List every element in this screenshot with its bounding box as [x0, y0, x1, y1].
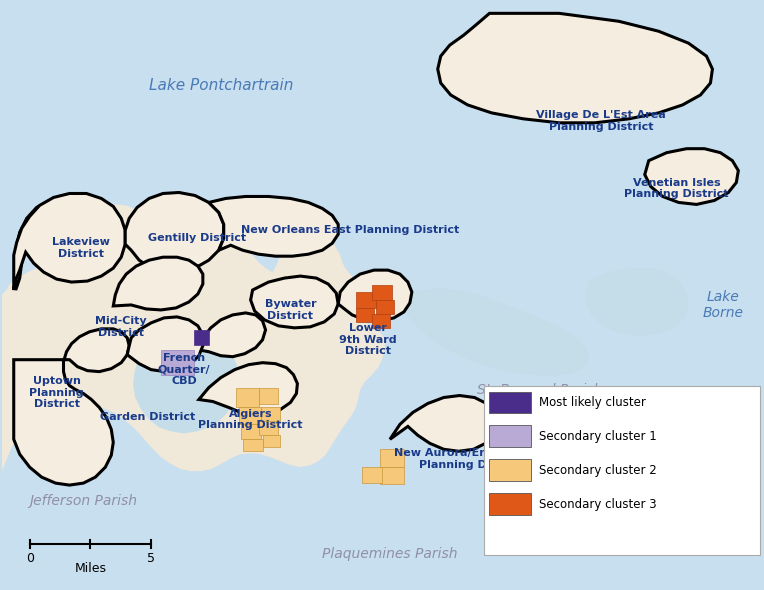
Polygon shape [490, 425, 531, 447]
Text: Village De L'Est Area
Planning District: Village De L'Est Area Planning District [536, 110, 666, 132]
Polygon shape [243, 440, 263, 451]
Polygon shape [2, 1, 762, 295]
Text: Lake Pontchartrain: Lake Pontchartrain [148, 78, 293, 93]
Polygon shape [209, 196, 338, 256]
Polygon shape [14, 194, 125, 290]
Polygon shape [356, 292, 376, 308]
Polygon shape [678, 245, 762, 589]
Polygon shape [125, 192, 224, 272]
Polygon shape [194, 330, 209, 345]
Polygon shape [490, 493, 531, 515]
Text: French
Quarter/
CBD: French Quarter/ CBD [157, 353, 210, 386]
Text: New Aurora/English Turn
Planning District: New Aurora/English Turn Planning Distric… [394, 448, 549, 470]
Polygon shape [2, 204, 385, 589]
Polygon shape [400, 288, 589, 376]
Polygon shape [199, 363, 297, 414]
Polygon shape [241, 424, 261, 440]
Text: Lakeview
District: Lakeview District [53, 237, 110, 259]
Polygon shape [198, 313, 266, 357]
Polygon shape [161, 350, 194, 375]
Text: Lake
Borne: Lake Borne [703, 290, 744, 320]
Polygon shape [263, 435, 280, 447]
Text: New Orleans East Planning District: New Orleans East Planning District [241, 225, 459, 235]
Text: Secondary cluster 2: Secondary cluster 2 [539, 464, 657, 477]
Polygon shape [438, 14, 713, 123]
Text: Most likely cluster: Most likely cluster [539, 396, 646, 409]
Polygon shape [258, 421, 279, 435]
Text: St. Bernard Parish: St. Bernard Parish [477, 382, 602, 396]
Polygon shape [338, 270, 412, 321]
Polygon shape [380, 449, 404, 467]
Polygon shape [372, 314, 390, 328]
Text: 5: 5 [147, 552, 155, 565]
Text: Uptown
Planning
District: Uptown Planning District [29, 376, 84, 409]
Text: Jefferson Parish: Jefferson Parish [29, 494, 138, 508]
Text: Gentilly District: Gentilly District [147, 233, 246, 243]
Text: Mid-City
District: Mid-City District [96, 316, 147, 337]
Polygon shape [376, 300, 394, 314]
Polygon shape [586, 268, 688, 336]
Polygon shape [235, 388, 258, 408]
Text: Lower
9th Ward
District: Lower 9th Ward District [339, 323, 397, 356]
Polygon shape [380, 467, 404, 484]
Polygon shape [372, 285, 392, 300]
Text: Secondary cluster 3: Secondary cluster 3 [539, 497, 657, 510]
Polygon shape [645, 149, 738, 204]
Polygon shape [490, 392, 531, 414]
Polygon shape [238, 408, 261, 424]
Text: Miles: Miles [74, 562, 106, 575]
Text: 0: 0 [26, 552, 34, 565]
Polygon shape [484, 386, 760, 555]
Polygon shape [133, 336, 238, 433]
Polygon shape [356, 308, 374, 322]
Polygon shape [251, 276, 338, 328]
Polygon shape [14, 329, 129, 485]
Polygon shape [113, 257, 203, 310]
Text: Plaquemines Parish: Plaquemines Parish [322, 547, 458, 560]
Polygon shape [258, 388, 279, 405]
Polygon shape [362, 467, 382, 483]
Polygon shape [127, 317, 203, 372]
Text: Algiers
Planning District: Algiers Planning District [199, 409, 303, 430]
Polygon shape [490, 459, 531, 481]
Polygon shape [390, 395, 497, 451]
Text: Bywater
District: Bywater District [264, 299, 316, 321]
Text: Secondary cluster 1: Secondary cluster 1 [539, 430, 657, 443]
Polygon shape [16, 196, 115, 290]
Polygon shape [261, 408, 280, 421]
Text: Garden District: Garden District [101, 412, 196, 422]
Text: Venetian Isles
Planning District: Venetian Isles Planning District [624, 178, 729, 199]
